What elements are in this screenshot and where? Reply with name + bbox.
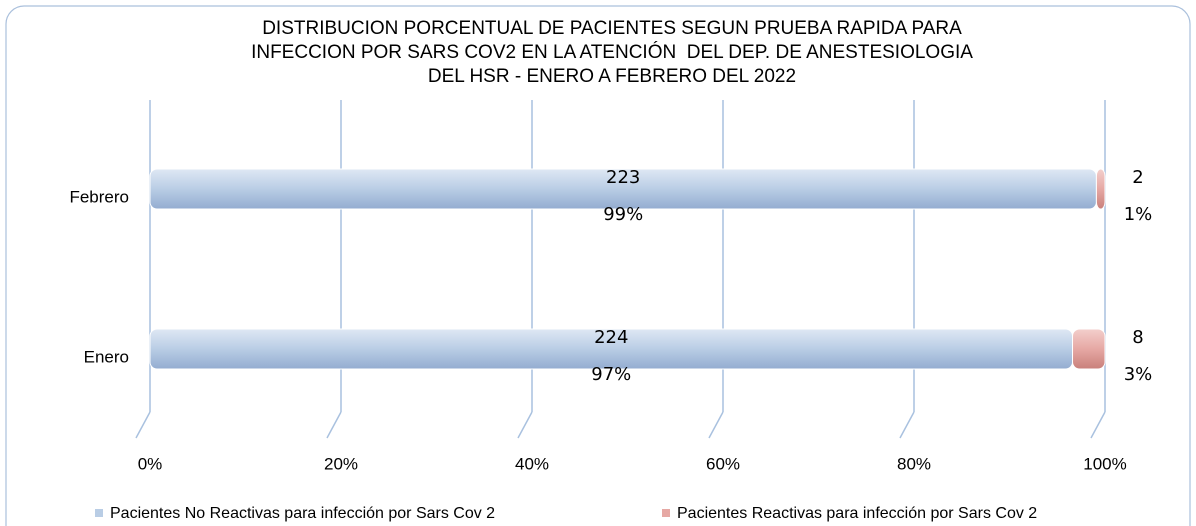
chart-title: DISTRIBUCION PORCENTUAL DE PACIENTES SEG… (262, 18, 962, 39)
x-tick-label: 100% (1083, 454, 1126, 473)
x-tick-label: 60% (706, 454, 740, 473)
y-tick-label: Febrero (69, 187, 129, 206)
chart-border (5, 5, 1191, 526)
data-label-count: 8 (1132, 327, 1143, 348)
grid-line (708, 411, 724, 439)
legend-label: Pacientes Reactivas para infección por S… (677, 505, 1037, 522)
grid-line (326, 411, 342, 439)
data-label-percent: 99% (603, 204, 643, 225)
grid-line (899, 411, 915, 439)
data-label-count: 223 (606, 167, 640, 188)
y-tick-label: Enero (84, 347, 129, 366)
legend-label: Pacientes No Reactivas para infección po… (110, 505, 495, 522)
bar-segment (1095, 168, 1106, 210)
chart-title: DEL HSR - ENERO A FEBRERO DEL 2022 (428, 66, 796, 87)
data-label-percent: 97% (591, 364, 631, 385)
x-tick-label: 0% (138, 454, 163, 473)
grid-line (135, 411, 151, 439)
data-label-percent: 3% (1124, 364, 1153, 385)
bar-segment (1072, 328, 1106, 370)
legend-swatch (662, 509, 670, 517)
grid-line (517, 411, 533, 439)
data-label-count: 2 (1132, 167, 1143, 188)
grid-line (1090, 411, 1106, 439)
x-tick-label: 80% (897, 454, 931, 473)
x-tick-label: 20% (324, 454, 358, 473)
data-label-percent: 1% (1124, 204, 1153, 225)
x-tick-label: 40% (515, 454, 549, 473)
legend-swatch (95, 509, 103, 517)
chart-title: INFECCION POR SARS COV2 EN LA ATENCIÓN D… (251, 41, 973, 63)
data-label-count: 224 (594, 327, 628, 348)
